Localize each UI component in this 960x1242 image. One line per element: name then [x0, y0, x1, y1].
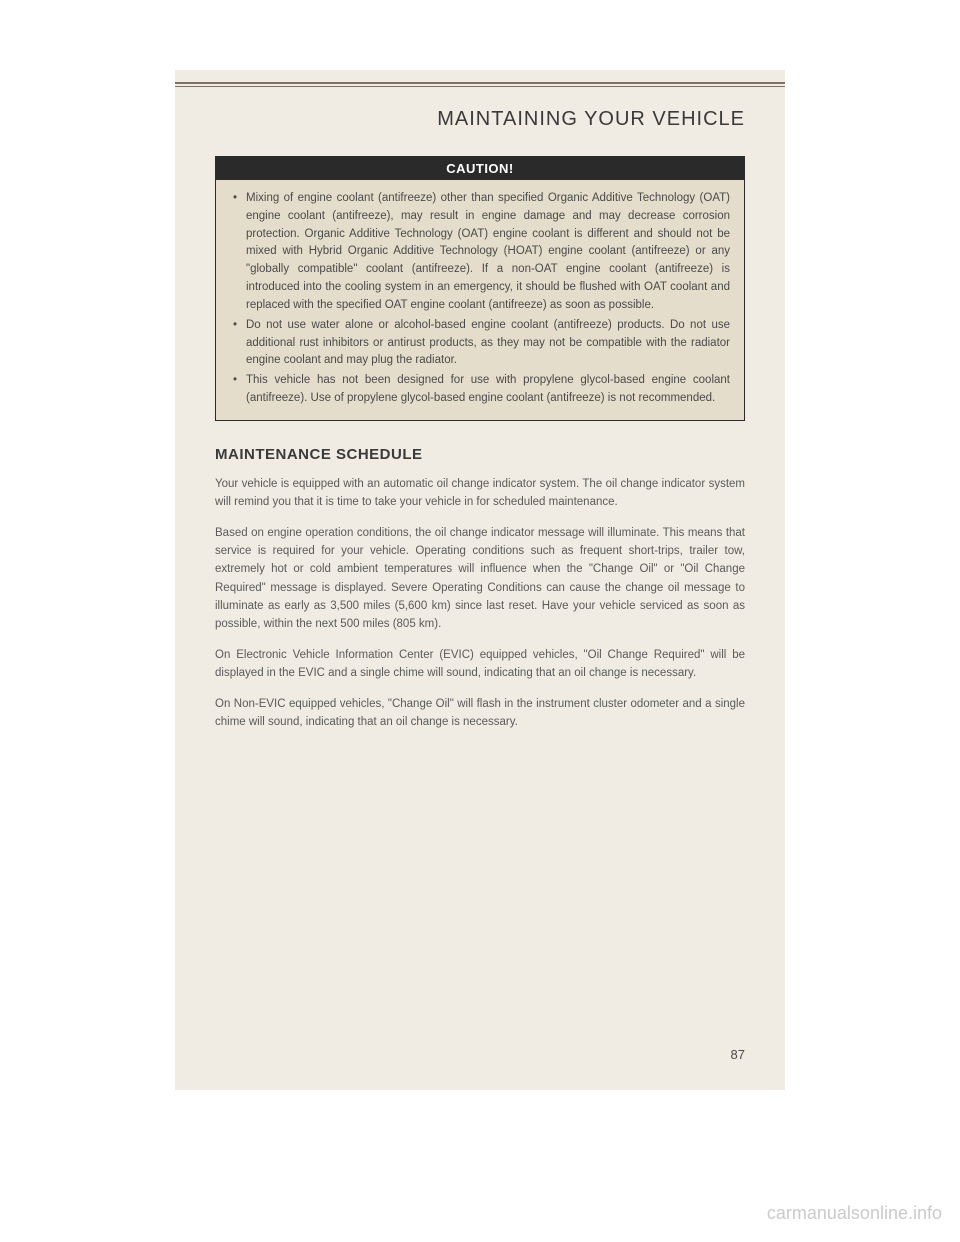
caution-item: Mixing of engine coolant (antifreeze) ot… — [230, 190, 730, 315]
body-paragraph: Based on engine operation conditions, th… — [215, 524, 745, 634]
caution-label: CAUTION! — [216, 157, 744, 180]
caution-item: This vehicle has not been designed for u… — [230, 372, 730, 408]
body-paragraph: On Electronic Vehicle Information Center… — [215, 646, 745, 683]
caution-item: Do not use water alone or alcohol-based … — [230, 317, 730, 370]
body-paragraph: Your vehicle is equipped with an automat… — [215, 475, 745, 512]
section-heading: MAINTENANCE SCHEDULE — [215, 446, 745, 463]
body-paragraph: On Non-EVIC equipped vehicles, "Change O… — [215, 695, 745, 732]
page-number: 87 — [731, 1047, 745, 1062]
caution-body: Mixing of engine coolant (antifreeze) ot… — [216, 180, 744, 420]
caution-list: Mixing of engine coolant (antifreeze) ot… — [230, 190, 730, 408]
watermark-text: carmanualsonline.info — [767, 1203, 942, 1224]
page-title: MAINTAINING YOUR VEHICLE — [215, 108, 745, 131]
caution-box: CAUTION! Mixing of engine coolant (antif… — [215, 156, 745, 421]
document-page: MAINTAINING YOUR VEHICLE CAUTION! Mixing… — [175, 70, 785, 1090]
